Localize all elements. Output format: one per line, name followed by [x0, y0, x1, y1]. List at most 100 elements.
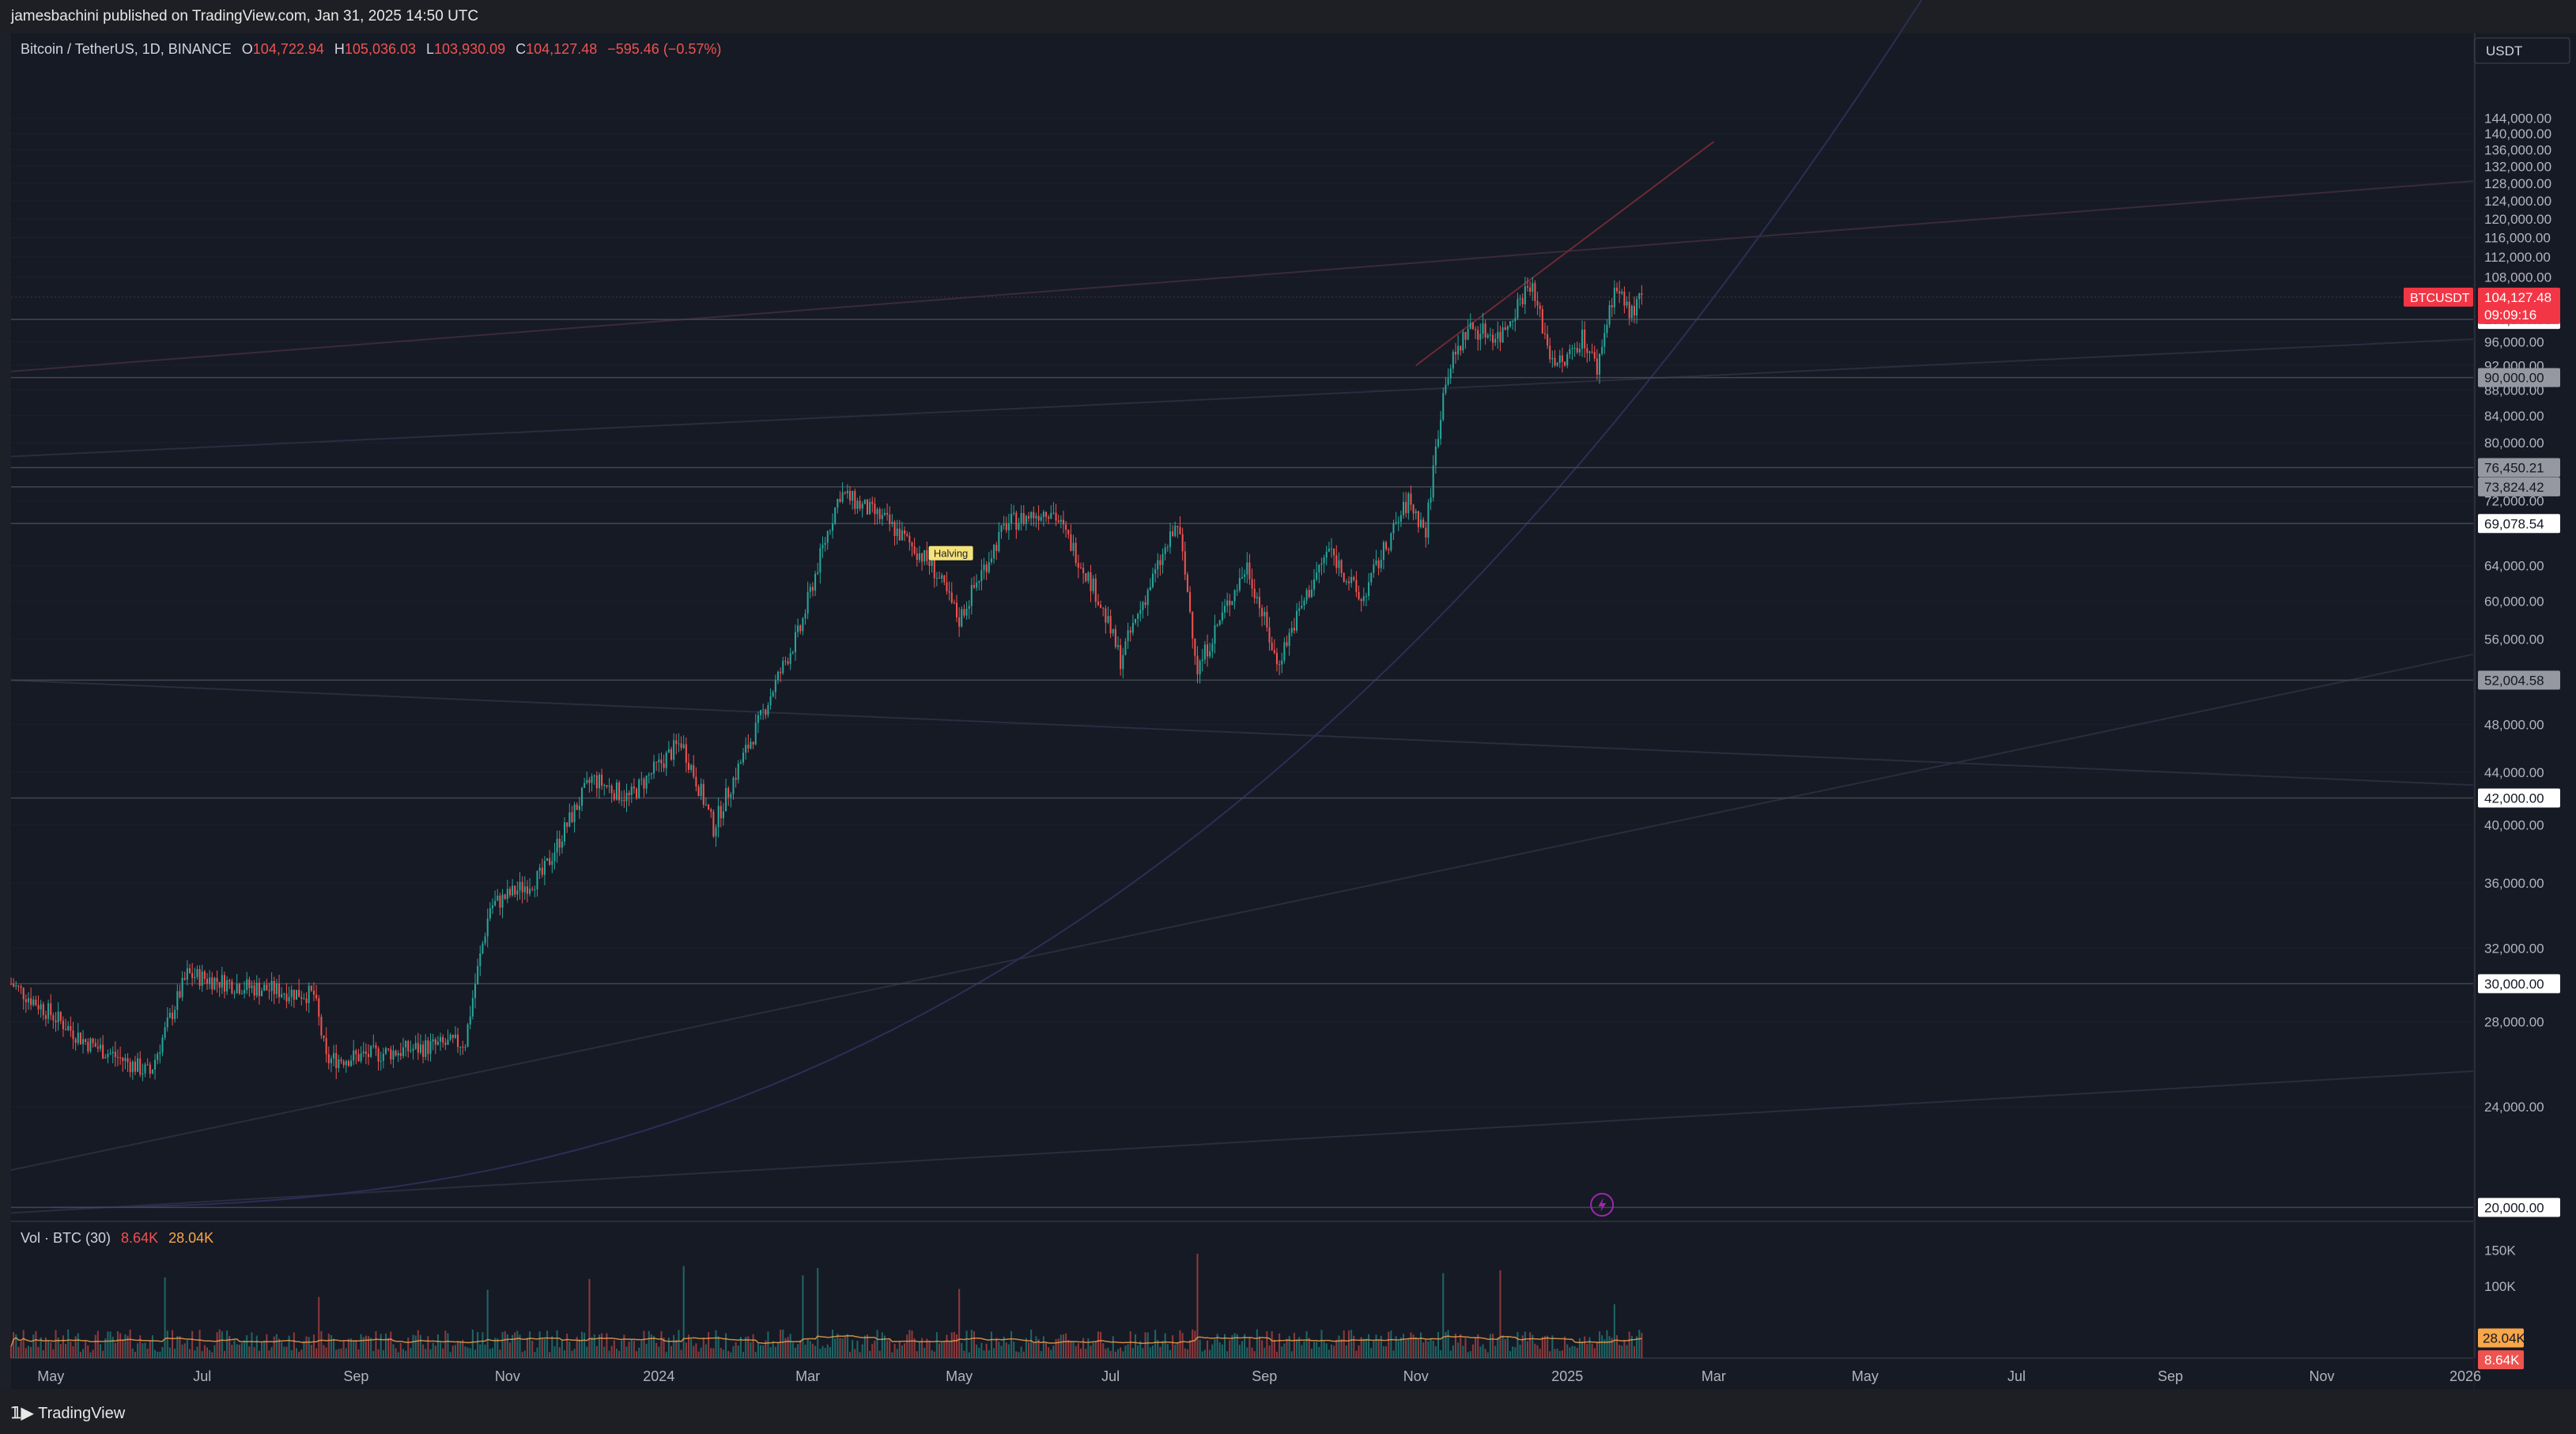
candle-body — [504, 894, 506, 900]
volume-bar — [1144, 1332, 1146, 1358]
low-label: L — [426, 41, 435, 57]
candle-body — [1224, 606, 1226, 613]
candle-body — [566, 822, 568, 827]
volume-bar — [442, 1348, 444, 1358]
candle-body — [1536, 300, 1539, 306]
candle-body — [1161, 553, 1164, 565]
volume-bar — [111, 1336, 114, 1358]
candle-body — [608, 786, 610, 787]
candle-body — [85, 1039, 87, 1043]
volume-bar — [1410, 1332, 1412, 1358]
volume-bar — [1536, 1345, 1539, 1358]
volume-bar — [1134, 1334, 1137, 1358]
volume-bar — [1395, 1336, 1397, 1358]
candle-body — [983, 564, 985, 571]
candle-body — [94, 1043, 96, 1047]
volume-bar — [72, 1346, 74, 1358]
volume-bar — [543, 1338, 546, 1358]
price-tick-label: 84,000.00 — [2484, 409, 2544, 424]
volume-bar — [82, 1349, 85, 1358]
volume-bar — [1373, 1341, 1375, 1358]
candle-body — [1107, 616, 1109, 623]
candle-body — [201, 972, 203, 987]
volume-bar — [1157, 1339, 1159, 1358]
candle-body — [139, 1058, 142, 1075]
tradingview-logo[interactable]: 𝟙▶ TradingView — [11, 1403, 125, 1423]
candle-body — [601, 774, 603, 786]
volume-bar — [665, 1352, 667, 1358]
candle-body — [72, 1030, 74, 1040]
volume-bar — [826, 1344, 829, 1358]
volume-bar — [1025, 1338, 1027, 1358]
candle-body — [231, 981, 233, 994]
volume-bar — [412, 1334, 414, 1358]
price-axis[interactable] — [2475, 33, 2576, 1389]
candle-body — [839, 499, 841, 502]
volume-bar — [1558, 1350, 1561, 1358]
volume-bar — [878, 1350, 881, 1358]
volume-bar — [1425, 1339, 1427, 1358]
volume-ma-value: 28.04K — [168, 1230, 214, 1246]
volume-bar — [27, 1345, 29, 1358]
candle-body — [172, 1013, 174, 1020]
candle-body — [1422, 519, 1425, 528]
candle-body — [690, 764, 693, 770]
symbol-title[interactable]: Bitcoin / TetherUS, 1D, BINANCE — [21, 41, 232, 57]
volume-bar — [211, 1352, 213, 1358]
candle-body — [526, 886, 528, 894]
candle-body — [881, 515, 883, 519]
level-price-label: 30,000.00 — [2484, 976, 2544, 991]
volume-bar — [482, 1332, 484, 1358]
candle-body — [1526, 286, 1529, 288]
candle-body — [732, 777, 735, 794]
candle-body — [248, 979, 251, 988]
candle-body — [1072, 542, 1075, 551]
candle-body — [613, 793, 615, 800]
volume-bar — [817, 1268, 819, 1358]
volume-bar — [312, 1334, 315, 1358]
volume-bar — [1370, 1348, 1373, 1358]
volume-bar — [1298, 1337, 1301, 1358]
volume-bar — [1328, 1349, 1330, 1358]
volume-bar — [370, 1338, 372, 1358]
volume-label[interactable]: Vol · BTC (30) — [21, 1230, 111, 1246]
candle-body — [1040, 517, 1042, 521]
low-value: 103,930.09 — [434, 41, 506, 57]
volume-bar — [1010, 1330, 1013, 1358]
volume-bar — [591, 1337, 593, 1358]
candle-body — [442, 1036, 444, 1043]
candle-body — [660, 759, 663, 764]
candle-body — [1638, 293, 1641, 300]
candle-body — [1399, 515, 1402, 522]
candle-body — [440, 1036, 442, 1042]
volume-bar — [223, 1350, 225, 1358]
candle-body — [27, 998, 29, 1002]
volume-bar — [628, 1342, 630, 1358]
volume-bar — [278, 1338, 281, 1358]
volume-bar — [357, 1349, 360, 1358]
volume-bar — [918, 1342, 920, 1358]
volume-bar — [300, 1349, 303, 1358]
volume-bar — [471, 1329, 474, 1358]
footer-bar — [0, 1389, 2576, 1434]
chart-area[interactable] — [11, 33, 2473, 1389]
volume-bar — [1241, 1341, 1244, 1358]
candle-body — [988, 562, 990, 572]
candle-body — [1464, 331, 1467, 340]
volume-bar — [1258, 1336, 1260, 1358]
volume-bar — [1630, 1335, 1633, 1358]
volume-bar — [1196, 1253, 1199, 1358]
volume-bar — [181, 1344, 183, 1358]
volume-bar — [375, 1330, 377, 1358]
volume-bar — [523, 1350, 526, 1358]
volume-bar — [233, 1340, 236, 1358]
candle-body — [1211, 643, 1214, 651]
candle-body — [1534, 283, 1536, 301]
candle-body — [1596, 358, 1598, 375]
candle-body — [752, 742, 754, 745]
volume-bar — [697, 1351, 700, 1358]
candle-body — [422, 1044, 425, 1057]
candle-body — [318, 998, 320, 1017]
candle-body — [37, 1005, 40, 1009]
